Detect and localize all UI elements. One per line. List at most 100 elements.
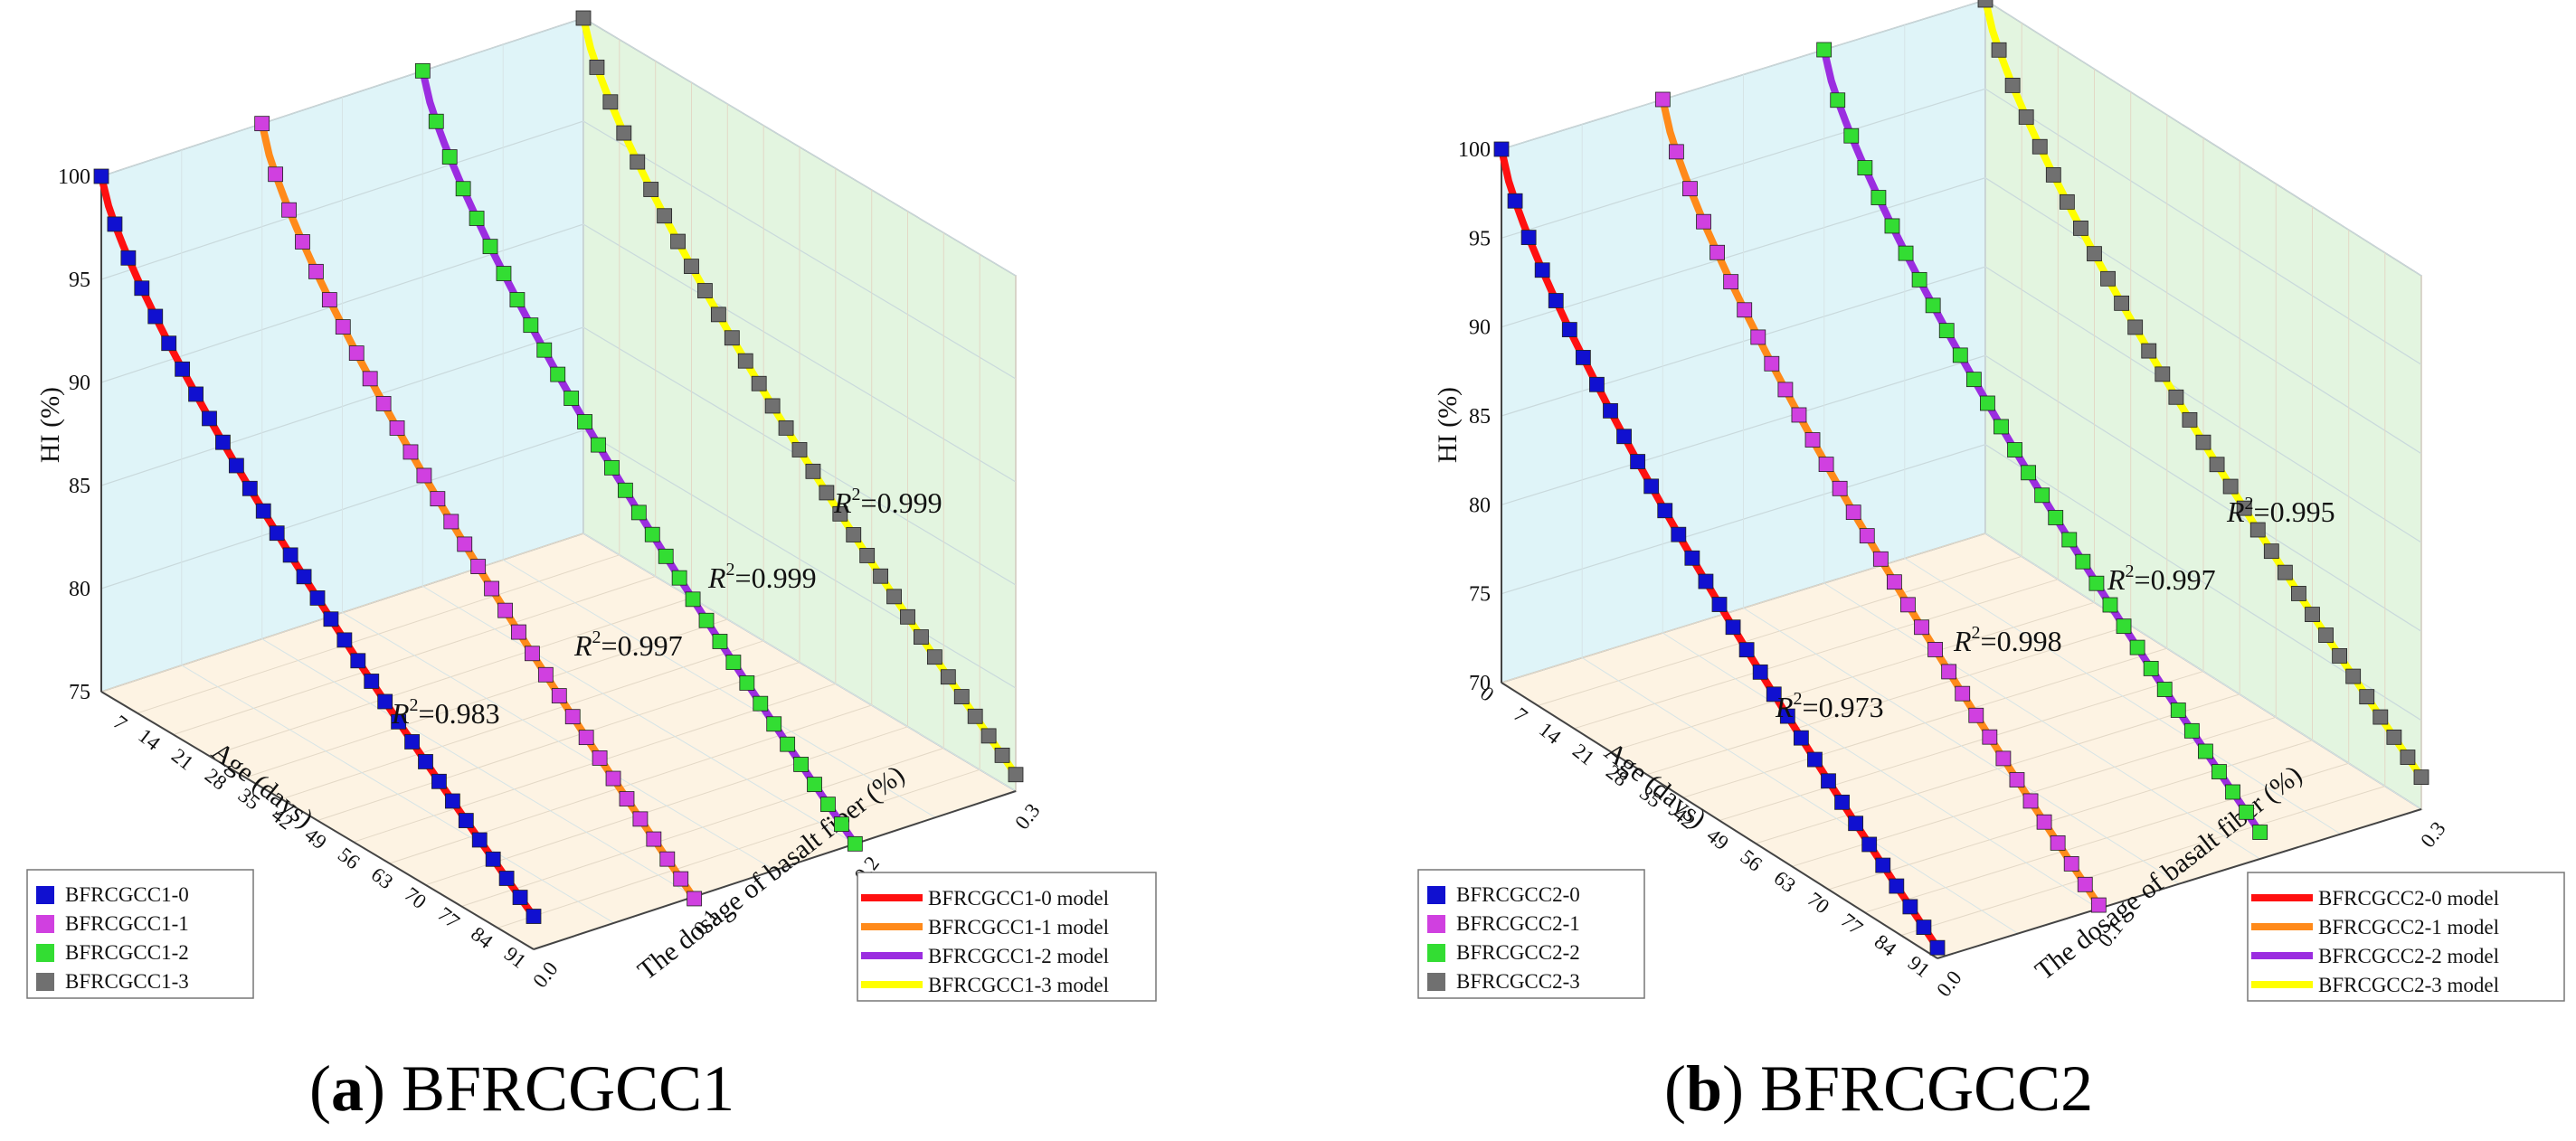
data-point-BFRCGCC1-0: [282, 547, 298, 563]
x-tick-label: 70: [400, 882, 431, 913]
y-gridline: [502, 44, 936, 818]
x-tick-label: 70: [1804, 888, 1834, 919]
data-point-BFRCGCC2-3: [2155, 366, 2171, 382]
caption-a-letter: a: [331, 1052, 364, 1125]
data-point-BFRCGCC1-2: [685, 591, 701, 608]
data-point-BFRCGCC2-2: [2129, 639, 2145, 655]
legend-label-BFRCGCC1-2-model: BFRCGCC1-2 model: [928, 945, 1109, 967]
data-point-BFRCGCC1-2: [604, 459, 620, 476]
data-point-BFRCGCC1-2: [469, 211, 485, 226]
legend-marker-BFRCGCC2-2: [1427, 944, 1445, 962]
data-point-BFRCGCC2-1: [1900, 597, 1916, 613]
data-point-BFRCGCC1-3: [657, 208, 673, 224]
r2-superscript: 2: [852, 485, 861, 504]
data-point-BFRCGCC2-3: [2413, 769, 2429, 785]
data-point-BFRCGCC1-3: [886, 589, 902, 605]
data-point-BFRCGCC1-1: [632, 811, 649, 827]
data-point-BFRCGCC1-1: [551, 688, 567, 703]
data-point-BFRCGCC2-0: [1520, 230, 1537, 246]
z-axis-title: HI (%): [1433, 387, 1463, 463]
y-tick-label: 0.0: [528, 957, 562, 992]
x-tick-label: 63: [367, 863, 398, 893]
data-point-BFRCGCC1-0: [107, 216, 123, 232]
y-gridline: [1662, 99, 2099, 910]
data-point-BFRCGCC1-0: [309, 589, 326, 606]
data-point-BFRCGCC2-0: [1861, 836, 1878, 853]
data-point-BFRCGCC2-1: [1723, 274, 1739, 290]
data-point-BFRCGCC2-2: [1857, 160, 1873, 175]
data-point-BFRCGCC1-3: [819, 485, 835, 501]
r2-value: =0.997: [601, 629, 683, 662]
data-point-BFRCGCC2-0: [1671, 526, 1687, 542]
legend-marker-BFRCGCC2-1: [1427, 915, 1445, 933]
z-tick-label: 75: [1469, 583, 1491, 607]
data-point-BFRCGCC2-3: [2195, 434, 2211, 450]
data-point-BFRCGCC2-2: [2034, 487, 2050, 504]
r2-label-BFRCGCC2-1: R2=0.998: [1953, 623, 2062, 657]
data-point-BFRCGCC2-1: [1791, 407, 1807, 423]
legend-label-BFRCGCC1-3: BFRCGCC1-3: [65, 970, 189, 993]
data-point-BFRCGCC1-3: [859, 548, 876, 563]
data-point-BFRCGCC2-2: [2116, 618, 2132, 635]
data-point-BFRCGCC1-1: [362, 371, 378, 387]
r2-symbol: R: [2107, 563, 2126, 596]
r2-value: =0.995: [2254, 495, 2335, 528]
data-point-BFRCGCC1-3: [737, 353, 753, 369]
legend-label-BFRCGCC1-0-model: BFRCGCC1-0 model: [928, 887, 1109, 910]
data-point-BFRCGCC2-3: [2386, 729, 2402, 745]
data-point-BFRCGCC2-1: [2009, 772, 2025, 787]
data-point-BFRCGCC1-1: [430, 491, 446, 507]
data-point-BFRCGCC1-1: [335, 319, 351, 335]
data-point-BFRCGCC2-2: [2048, 510, 2064, 525]
data-point-BFRCGCC1-0: [498, 871, 515, 886]
data-point-BFRCGCC2-1: [1696, 213, 1711, 230]
data-point-BFRCGCC1-1: [443, 514, 459, 530]
z-tick-label: 90: [1469, 316, 1491, 340]
caption-a: (a) BFRCGCC1: [309, 1052, 734, 1125]
legend-label-BFRCGCC2-0-model: BFRCGCC2-0 model: [2318, 887, 2499, 910]
data-point-BFRCGCC1-2: [482, 239, 498, 255]
x-tick-label: 49: [1702, 824, 1733, 854]
data-point-BFRCGCC1-2: [550, 366, 566, 382]
data-point-BFRCGCC1-3: [832, 505, 848, 522]
r2-superscript: 2: [2245, 494, 2254, 514]
data-point-BFRCGCC2-2: [2075, 553, 2091, 570]
data-point-BFRCGCC1-3: [710, 306, 726, 323]
data-point-BFRCGCC2-0: [1821, 773, 1836, 789]
data-point-BFRCGCC2-3: [2305, 607, 2320, 622]
r2-label-BFRCGCC1-1: R2=0.997: [573, 627, 683, 662]
data-point-BFRCGCC1-2: [793, 757, 809, 772]
data-point-BFRCGCC2-1: [1859, 528, 1875, 544]
z-tick-label: 100: [1458, 138, 1491, 162]
z-tick-label: 100: [58, 165, 90, 189]
y-gridline: [181, 149, 615, 924]
data-point-BFRCGCC1-2: [739, 675, 755, 691]
z-tick-label: 85: [69, 475, 90, 498]
data-point-BFRCGCC1-2: [428, 113, 444, 129]
data-point-BFRCGCC2-3: [2168, 389, 2184, 405]
data-point-BFRCGCC2-0: [1589, 376, 1605, 392]
r2-label-BFRCGCC2-3: R2=0.995: [2226, 494, 2335, 528]
r2-value: =0.999: [861, 486, 942, 519]
data-point-BFRCGCC2-0: [1684, 550, 1700, 566]
legend-label-BFRCGCC2-2-model: BFRCGCC2-2 model: [2318, 945, 2499, 967]
data-point-BFRCGCC2-1: [1845, 504, 1861, 521]
data-point-BFRCGCC1-2: [455, 181, 471, 197]
data-point-BFRCGCC2-3: [2045, 166, 2061, 183]
data-point-BFRCGCC1-3: [805, 463, 821, 479]
data-point-BFRCGCC1-2: [698, 612, 715, 628]
data-point-BFRCGCC1-1: [511, 624, 526, 640]
data-point-BFRCGCC1-2: [577, 414, 592, 429]
x-tick-label: 56: [1736, 845, 1766, 876]
r2-label-BFRCGCC2-2: R2=0.997: [2107, 561, 2216, 596]
data-point-BFRCGCC2-2: [2252, 825, 2268, 840]
data-point-BFRCGCC2-0: [1779, 708, 1795, 724]
data-point-BFRCGCC1-0: [242, 480, 258, 496]
data-point-BFRCGCC2-2: [2183, 722, 2200, 739]
data-point-BFRCGCC1-2: [564, 391, 580, 406]
data-point-BFRCGCC2-1: [2022, 793, 2039, 809]
data-point-BFRCGCC1-2: [644, 526, 660, 542]
data-point-BFRCGCC2-2: [2211, 764, 2227, 779]
data-point-BFRCGCC2-3: [1991, 42, 2007, 58]
data-point-BFRCGCC1-1: [281, 202, 297, 218]
